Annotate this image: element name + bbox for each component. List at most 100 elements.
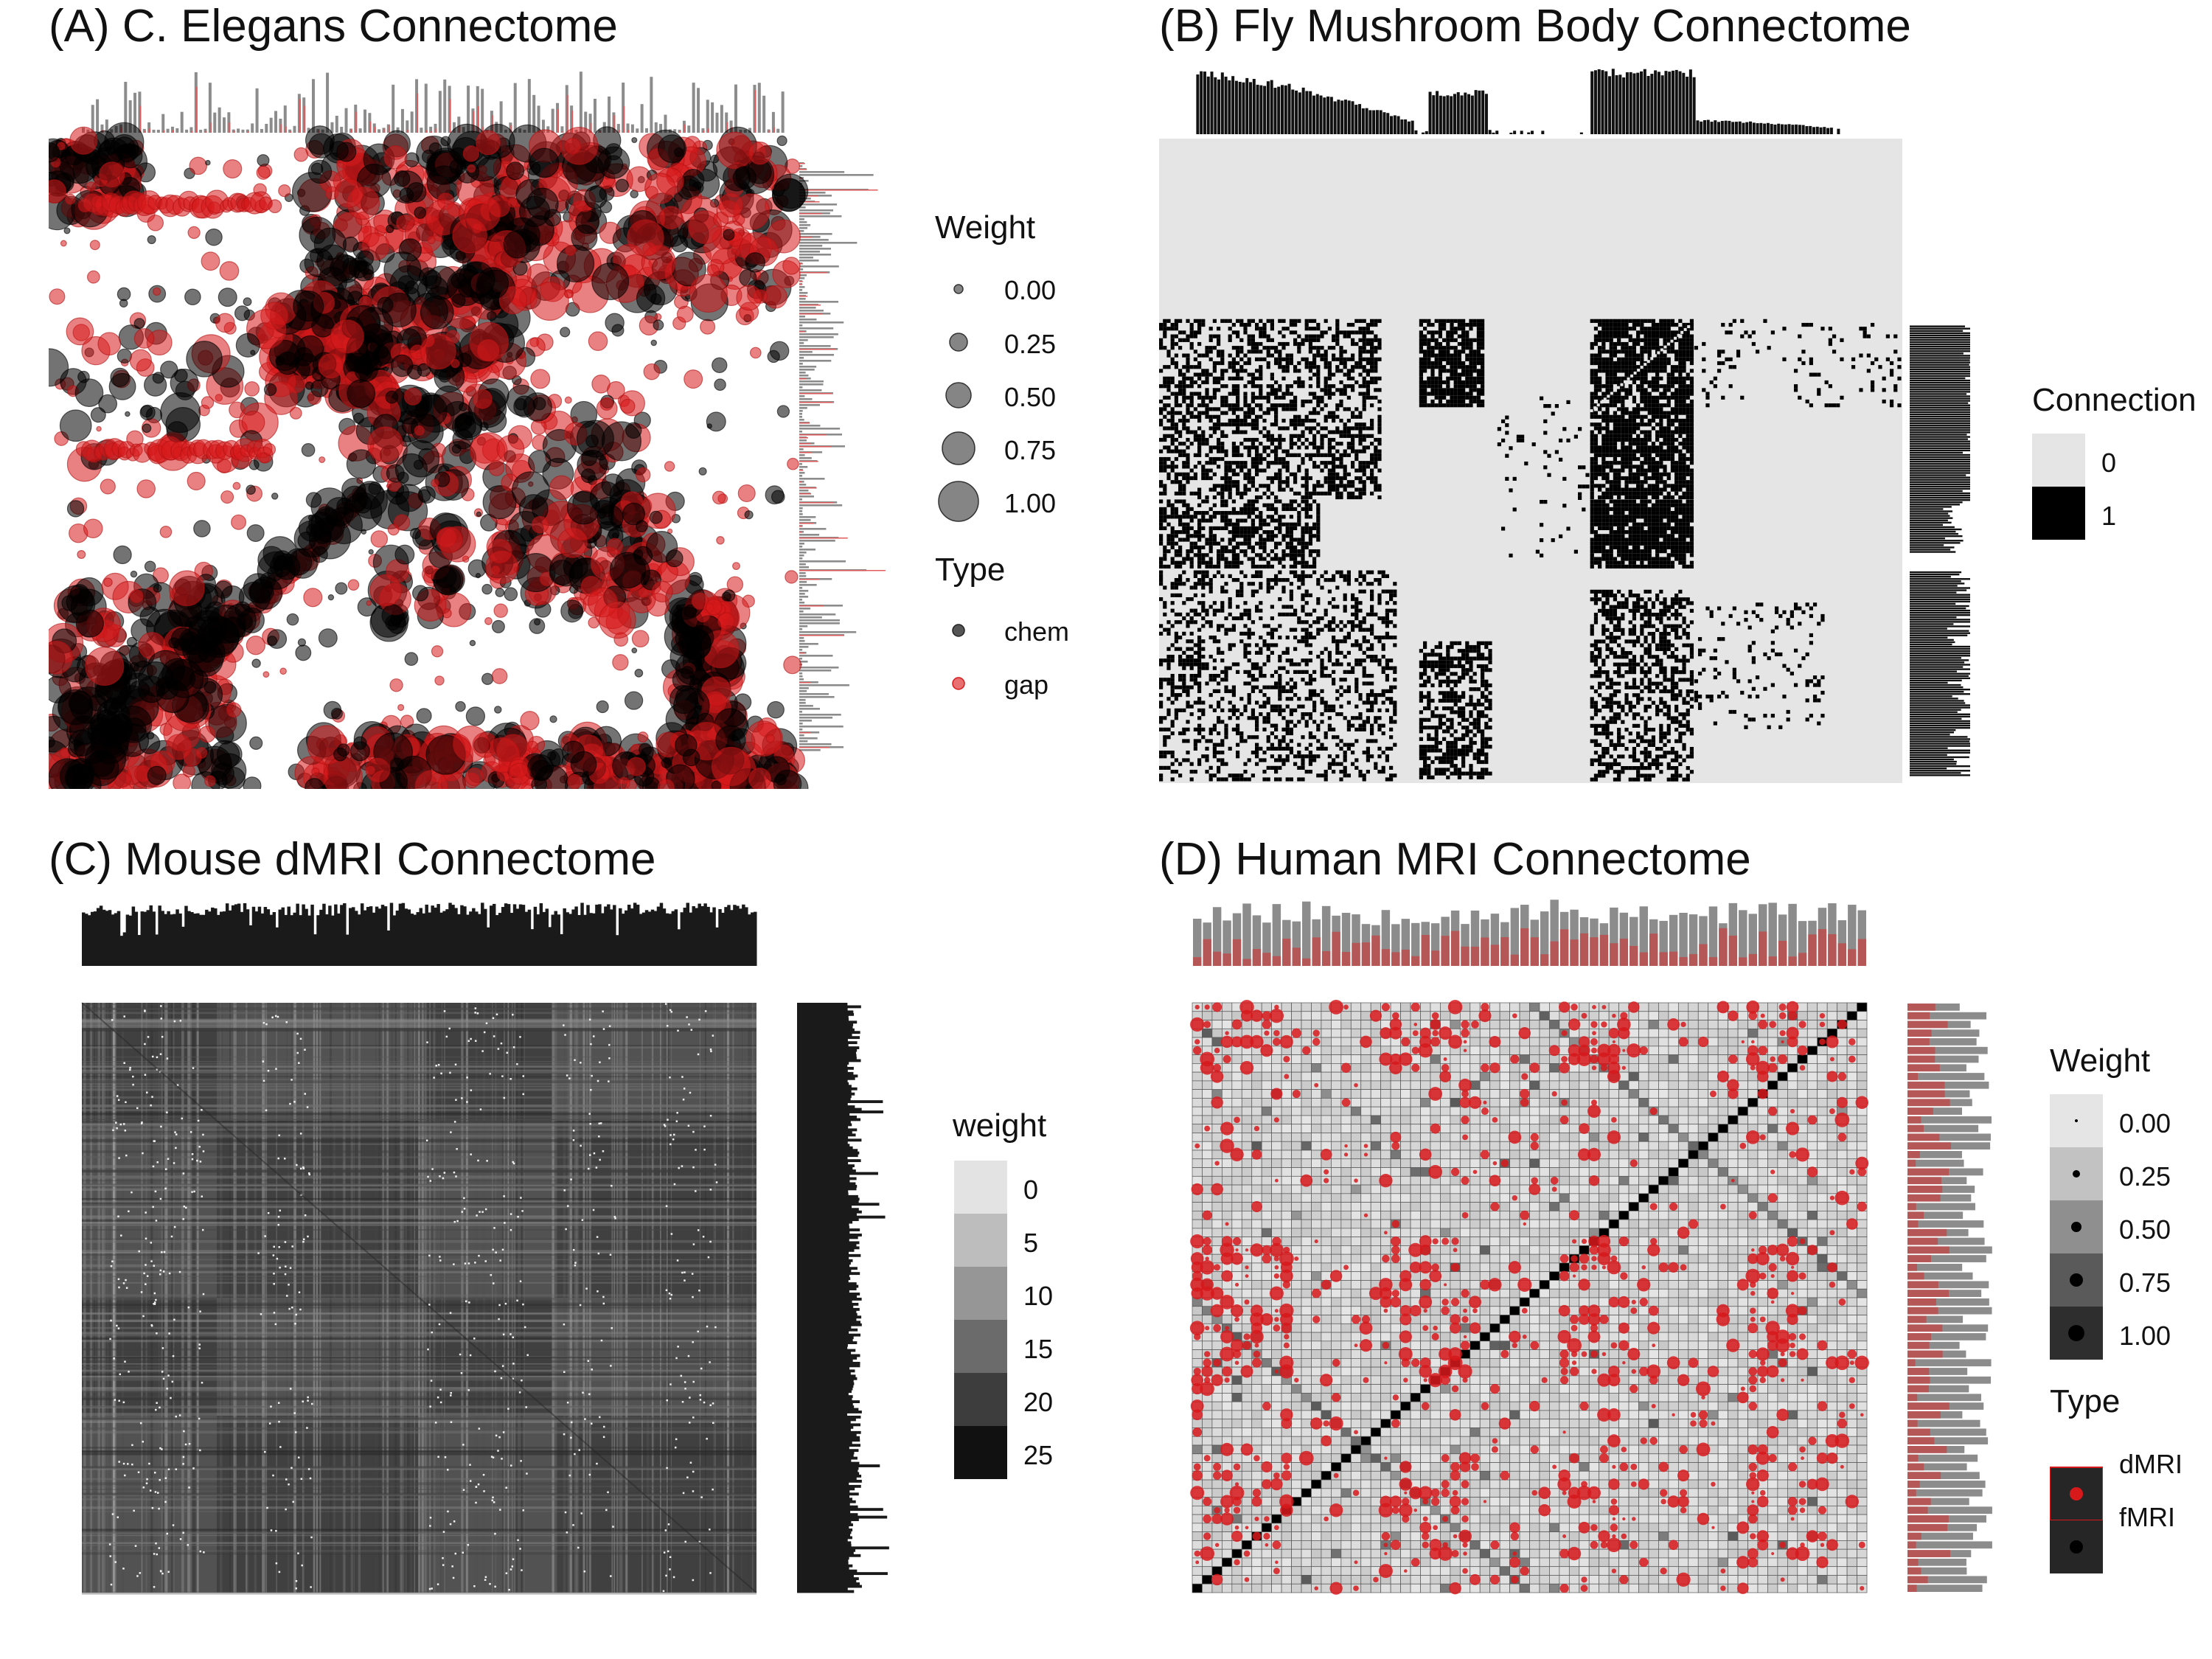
marginal-bar [799, 690, 807, 692]
gap-point [712, 490, 726, 505]
connection-cell [1346, 430, 1351, 434]
connection-cell [1297, 434, 1301, 438]
connection-cell [1332, 418, 1336, 423]
connection-cell [1178, 338, 1183, 342]
gap-point [606, 380, 625, 400]
gap-point [705, 598, 723, 616]
marginal-bar [748, 128, 752, 133]
marginal-bar [1910, 517, 1953, 519]
chem-point [274, 553, 301, 580]
connection-cell [1366, 361, 1370, 366]
connection-cell [1182, 353, 1186, 358]
connection-cell [1465, 376, 1470, 380]
marginal-bar [1910, 492, 1970, 495]
gap-point [631, 630, 650, 648]
chem-point [773, 769, 802, 789]
connection-cell [1453, 327, 1458, 331]
gap-point [279, 667, 287, 675]
connection-cell [1339, 349, 1343, 354]
marginal-bar [799, 566, 810, 568]
marginal-bar [799, 439, 807, 442]
marginal-bar [1910, 427, 1970, 429]
marginal-bar [799, 437, 809, 439]
connection-cell [1304, 418, 1309, 423]
connection-cell [1159, 399, 1164, 404]
connection-cell [1197, 319, 1202, 323]
marginal-bar [701, 128, 705, 133]
connection-cell [1346, 372, 1351, 377]
connection-cell [1197, 361, 1202, 366]
connection-cell [1320, 426, 1324, 431]
marginal-right [1910, 325, 1970, 776]
marginal-bar [799, 552, 807, 554]
marginal-bar [1206, 76, 1210, 134]
marginal-bar [1629, 72, 1632, 134]
connection-cell [1335, 487, 1340, 492]
connection-cell [1243, 384, 1248, 389]
connection-cell [1430, 361, 1435, 366]
connection-cell [1304, 426, 1309, 431]
marginal-bar [1910, 702, 1966, 704]
connection-cell [1166, 395, 1171, 400]
connection-cell [1320, 437, 1324, 442]
marginal-bar [1590, 71, 1594, 134]
connection-cell [1270, 372, 1274, 377]
connection-cell [1335, 403, 1340, 408]
connection-cell [1285, 465, 1290, 469]
connection-cell [1472, 353, 1477, 358]
connection-cell [1182, 442, 1186, 446]
connection-cell [1259, 372, 1263, 377]
marginal-bar [799, 747, 830, 748]
gap-point [475, 130, 501, 156]
marginal-bar [208, 83, 212, 133]
connection-cell [1346, 418, 1351, 423]
connection-cell [1182, 365, 1186, 369]
connection-cell [1262, 426, 1267, 431]
connection-cell [1174, 392, 1178, 396]
connection-cell [1259, 442, 1263, 446]
connection-cell [1178, 434, 1183, 438]
marginal-bar [299, 99, 301, 133]
connection-cell [1430, 376, 1435, 380]
connection-cell [1266, 392, 1270, 396]
connection-cell [1251, 456, 1255, 462]
connection-cell [1178, 411, 1183, 415]
connection-cell [1239, 407, 1244, 411]
marginal-bar [562, 131, 564, 133]
connection-cell [1461, 369, 1466, 373]
connection-cell [1335, 484, 1340, 488]
connection-cell [1228, 392, 1232, 396]
marginal-bar [799, 305, 821, 306]
connection-cell [1377, 407, 1382, 411]
marginal-bar [1910, 481, 1970, 483]
connection-cell [1297, 380, 1301, 385]
marginal-bar [1481, 90, 1485, 134]
chem-point [63, 227, 71, 234]
marginal-bar [799, 507, 803, 509]
marginal-bar [1910, 734, 1950, 736]
connection-cell [1247, 349, 1251, 354]
gap-point [49, 640, 74, 675]
connection-cell [1255, 395, 1259, 400]
matrix-a [49, 122, 809, 789]
connection-cell [1308, 338, 1312, 342]
marginal-bar [1541, 131, 1545, 134]
connection-cell [1159, 407, 1164, 411]
connection-cell [1465, 341, 1470, 347]
connection-cell [1430, 330, 1435, 335]
connection-cell [1247, 357, 1251, 361]
connection-cell [1370, 442, 1374, 446]
marginal-bar [799, 248, 832, 250]
marginal-bar [340, 126, 344, 133]
connection-cell [1174, 465, 1178, 469]
connection-cell [1308, 384, 1312, 389]
connection-cell [1370, 349, 1374, 354]
connection-cell [1186, 418, 1190, 423]
connection-cell [1166, 445, 1171, 450]
marginal-bar [1910, 336, 1970, 339]
chem-point [397, 471, 409, 484]
connection-cell [1208, 338, 1213, 342]
connection-cell [1270, 449, 1274, 453]
marginal-bar [799, 446, 832, 448]
marginal-bar [799, 596, 809, 598]
